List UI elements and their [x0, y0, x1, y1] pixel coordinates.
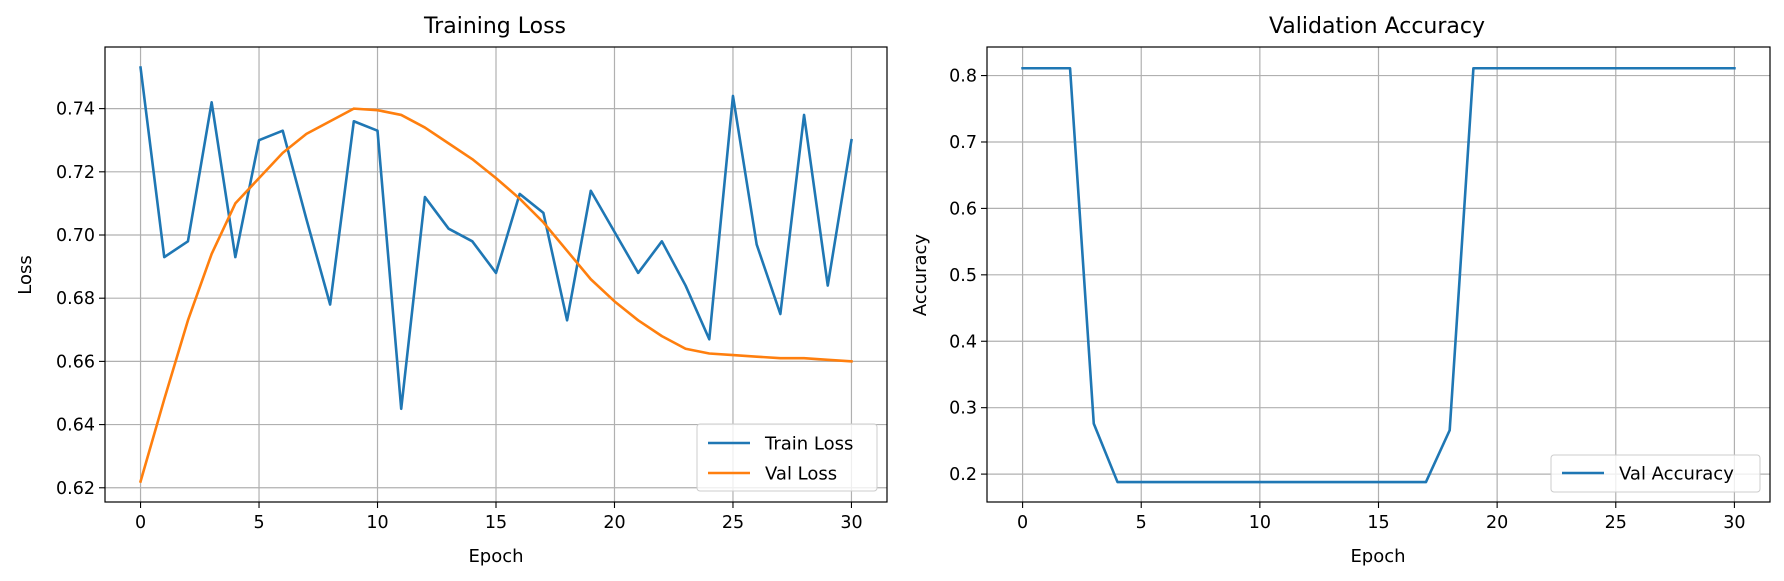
x-tick-label: 0: [135, 513, 146, 533]
x-tick-label: 0: [1017, 513, 1028, 533]
validation-accuracy-panel: Validation Accuracy 0 5 10 15 20 25 30 0.2 0.3 0.…: [910, 14, 1771, 567]
x-tick-label: 20: [1486, 513, 1508, 533]
x-axis-label: Epoch: [468, 546, 523, 567]
x-tick-label: 10: [1249, 513, 1271, 533]
y-axis-label: Accuracy: [910, 234, 931, 317]
y-tick-label: 0.72: [56, 163, 95, 183]
chart-title: Validation Accuracy: [1269, 14, 1485, 39]
legend-label-val-loss: Val Loss: [765, 464, 837, 485]
x-tick-label: 5: [1136, 513, 1147, 533]
x-tick-label: 5: [253, 513, 264, 533]
x-tick-label: 30: [1723, 513, 1745, 533]
y-tick-label: 0.66: [56, 352, 95, 372]
series-line-val-loss: [138, 107, 853, 484]
chart-title: Training Loss: [423, 14, 566, 39]
x-tick-label: 10: [366, 513, 388, 533]
y-axis-label: Loss: [15, 255, 36, 294]
y-tick-label: 0.8: [949, 67, 977, 87]
y-tick-label: 0.62: [56, 479, 95, 499]
x-tick-label: 30: [840, 513, 862, 533]
y-tick-label: 0.3: [949, 399, 977, 419]
x-tick-label: 25: [1605, 513, 1627, 533]
legend-box: [1550, 454, 1761, 493]
series-line-train-loss: [139, 66, 853, 411]
legend-label-val-accuracy: Val Accuracy: [1619, 464, 1734, 485]
training-loss-panel: Training Loss 0 5 10 15 20 25 30 0.62 0.64 0.66 0.…: [15, 14, 888, 567]
y-tick-label: 0.6: [949, 199, 977, 219]
x-axis-label: Epoch: [1350, 546, 1405, 567]
x-tick-label: 15: [485, 513, 507, 533]
legend: Train Loss Val Loss: [696, 423, 878, 492]
x-tick-label: 25: [722, 513, 744, 533]
series-lines: [138, 66, 853, 484]
legend-label-train-loss: Train Loss: [764, 434, 853, 455]
ticks: 0 5 10 15 20 25 30 0.62 0.64 0.66 0.68 0.70 0.72 0.74: [56, 100, 863, 533]
y-tick-label: 0.2: [949, 465, 977, 485]
y-tick-label: 0.5: [949, 266, 977, 286]
grid: [987, 47, 1770, 502]
ticks: 0 5 10 15 20 25 30 0.2 0.3 0.4 0.5 0.6 0.7 0.8: [949, 67, 1745, 533]
y-tick-label: 0.4: [949, 332, 977, 352]
x-tick-label: 15: [1367, 513, 1389, 533]
x-tick-label: 20: [603, 513, 625, 533]
y-tick-label: 0.7: [949, 133, 977, 153]
legend: Val Accuracy: [1550, 454, 1761, 493]
series-line-val-accuracy: [1021, 66, 1736, 484]
y-tick-label: 0.70: [56, 226, 95, 246]
y-tick-label: 0.64: [56, 416, 95, 436]
y-tick-label: 0.68: [56, 289, 95, 309]
y-tick-label: 0.74: [56, 100, 95, 120]
series-lines: [1021, 66, 1736, 484]
